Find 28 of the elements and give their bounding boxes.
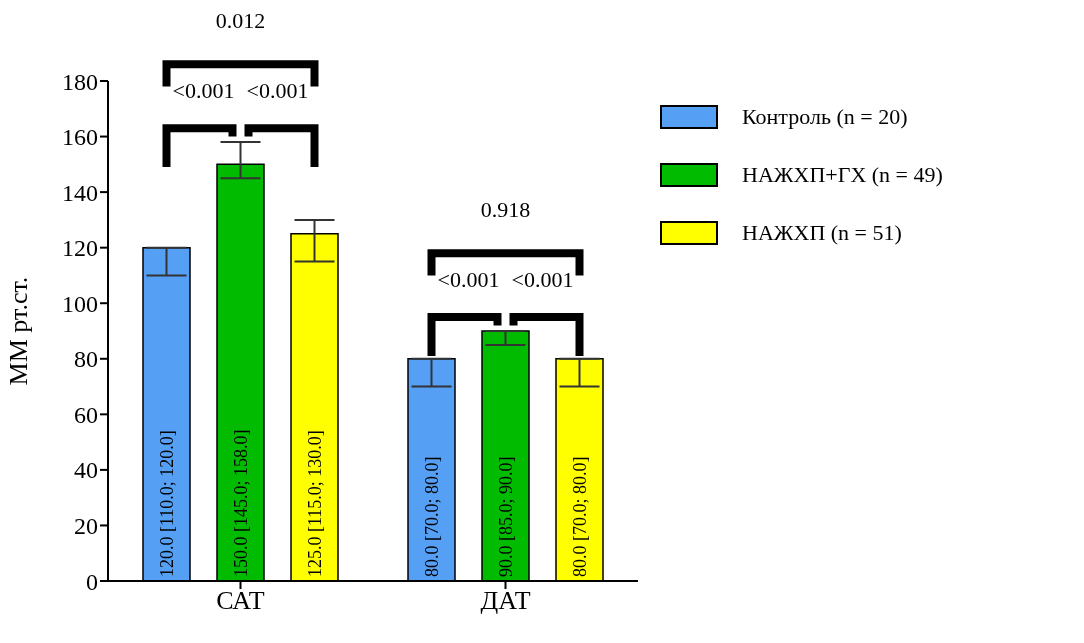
data-label: 90.0 [85.0; 90.0]: [495, 456, 516, 577]
y-tick-label: 60: [74, 401, 98, 428]
y-tick-label: 40: [74, 457, 98, 484]
legend-label: НАЖХП (n = 51): [742, 220, 902, 246]
annotation: 0.918: [480, 197, 531, 223]
data-label: 125.0 [115.0; 130.0]: [304, 430, 325, 577]
legend-label: НАЖХП+ГХ (n = 49): [742, 162, 943, 188]
data-label: 80.0 [70.0; 80.0]: [421, 456, 442, 577]
x-tick-label: САТ: [216, 586, 265, 616]
y-tick-label: 20: [74, 512, 98, 539]
y-tick-label: 80: [74, 346, 98, 373]
y-tick-label: 140: [62, 179, 98, 206]
x-tick-label: ДАТ: [480, 586, 531, 616]
y-axis-title: ММ рт.ст.: [4, 276, 34, 386]
data-label: 150.0 [145.0; 158.0]: [230, 429, 251, 577]
text: 0.012: [215, 8, 266, 34]
y-tick-label: 0: [86, 568, 98, 595]
annotation: <0.001: [172, 77, 235, 103]
legend-label: Контроль (n = 20): [742, 104, 908, 130]
y-tick-label: 100: [62, 290, 98, 317]
y-tick-label: 120: [62, 235, 98, 262]
data-label: 120.0 [110.0; 120.0]: [156, 430, 177, 577]
y-tick-label: 180: [62, 68, 98, 95]
y-tick-label: 160: [62, 124, 98, 151]
annotation: <0.001: [246, 77, 309, 103]
annotation: <0.001: [511, 266, 574, 292]
data-label: 80.0 [70.0; 80.0]: [569, 456, 590, 577]
annotation: <0.001: [437, 266, 500, 292]
